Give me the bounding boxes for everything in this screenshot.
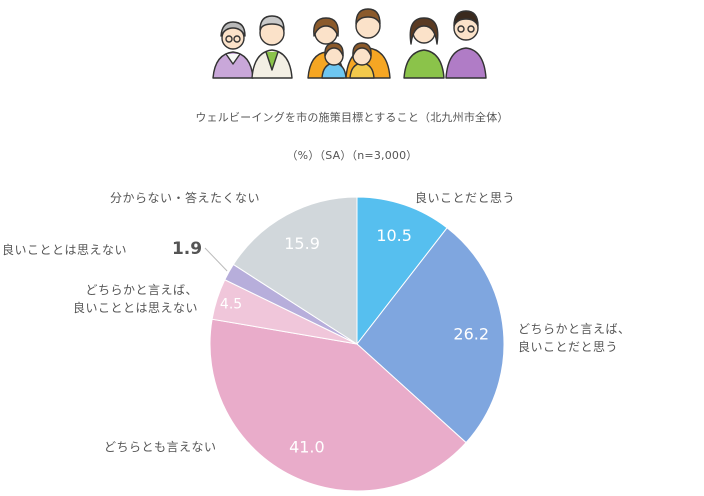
family-illustration: [212, 8, 487, 79]
value-label-3: 4.5: [220, 296, 242, 312]
category-label-somewhat-not-good: どちらかと言えば、 良いこととは思えない: [72, 283, 198, 315]
category-label-good: 良いことだと思う: [415, 191, 516, 205]
chart-subtitle: （%）（SA）（n=3,000）: [286, 149, 418, 162]
category-label-neutral: どちらとも言えない: [104, 440, 217, 454]
value-label-5: 15.9: [284, 234, 320, 253]
grandfather-figure: [251, 15, 293, 79]
pie-slice-0: [356, 196, 448, 346]
value-label-1: 26.2: [453, 325, 489, 344]
pie-slice-5: [232, 196, 358, 345]
value-label-4: 1.9: [172, 239, 202, 259]
value-label-2: 41.0: [289, 438, 325, 457]
young-man-figure: [445, 10, 487, 79]
category-label-unknown: 分からない・答えたくない: [110, 191, 261, 205]
value-label-0: 10.5: [376, 226, 412, 245]
child-figure: [349, 42, 375, 79]
chart-title: ウェルビーイングを市の施策目標とすること（北九州市全体）: [195, 111, 509, 124]
leader-line: [204, 247, 228, 272]
child-figure: [321, 42, 347, 79]
young-woman-figure: [403, 17, 445, 79]
grandmother-figure: [212, 21, 254, 79]
pie-slice-1: [356, 227, 505, 444]
category-label-not-good: 良いこととは思えない: [2, 243, 128, 257]
pie-slice-2: [209, 318, 467, 492]
category-label-somewhat-good: どちらかと言えば、 良いことだと思う: [518, 322, 631, 354]
